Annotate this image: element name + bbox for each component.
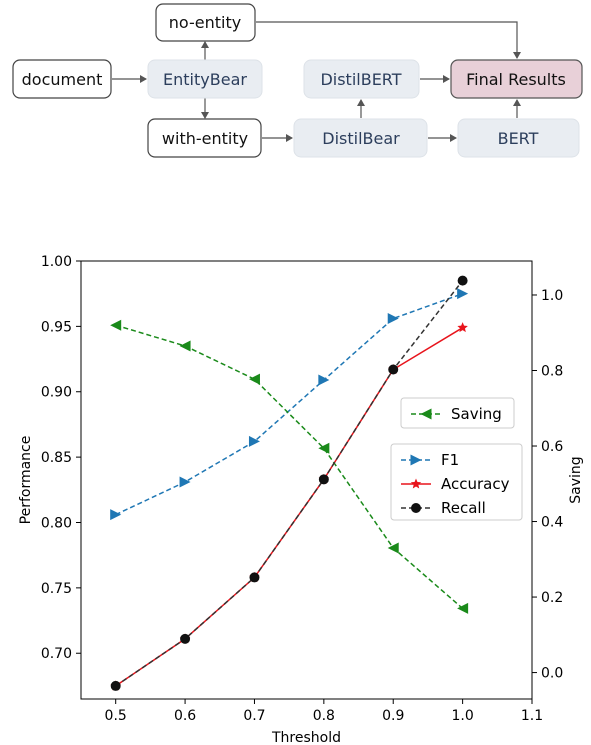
node-distilbear-label: DistilBear — [322, 129, 400, 148]
point-f1 — [457, 288, 469, 300]
point-recall — [318, 474, 329, 485]
x-tick-label: 0.7 — [243, 708, 265, 724]
node-final-results: Final Results — [450, 59, 583, 99]
y-tick-label: 0.70 — [41, 646, 72, 662]
legend-label-recall: Recall — [441, 499, 486, 517]
x-tick-label: 0.9 — [382, 708, 404, 724]
node-bert: BERT — [457, 118, 580, 158]
point-recall — [249, 572, 260, 583]
y-tick-label: 1.00 — [41, 254, 72, 270]
point-f1 — [248, 435, 260, 447]
node-entitybear: EntityBear — [147, 59, 263, 99]
y2-tick-label: 0.4 — [541, 515, 563, 531]
series-line-saving — [115, 324, 464, 609]
node-entitybear-label: EntityBear — [163, 70, 247, 89]
point-accuracy — [457, 322, 468, 333]
x-axis-label: Threshold — [271, 730, 341, 745]
point-saving — [179, 340, 191, 352]
node-document: document — [12, 59, 112, 99]
y-axis-label: Performance — [18, 436, 34, 525]
node-no-entity: no-entity — [155, 3, 256, 42]
y-tick-label: 0.90 — [41, 385, 72, 401]
point-saving — [387, 542, 399, 554]
y-tick-label: 0.95 — [41, 319, 72, 335]
y-tick-label: 0.85 — [41, 450, 72, 466]
legend-label-saving: Saving — [451, 405, 502, 423]
legend-marker-saving — [420, 408, 432, 420]
plot-frame — [80, 260, 533, 700]
node-distilbear: DistilBear — [293, 118, 428, 158]
node-bert-label: BERT — [498, 129, 539, 148]
y2-axis-label: Saving — [568, 456, 584, 503]
node-final-results-label: Final Results — [466, 70, 566, 89]
point-recall — [110, 680, 121, 691]
legend-left-axis — [390, 443, 523, 521]
legend-marker-recall — [411, 503, 421, 513]
legend-label-f1: F1 — [441, 451, 459, 469]
diagram-arrows — [112, 21, 521, 142]
node-distilbert-label: DistilBERT — [320, 70, 401, 89]
point-saving — [248, 373, 260, 385]
point-f1 — [110, 509, 122, 521]
point-recall — [180, 633, 191, 644]
x-tick-label: 1.0 — [451, 708, 473, 724]
x-tick-label: 0.8 — [313, 708, 335, 724]
threshold-chart: 0.5 0.6 0.7 0.8 0.9 1.0 1.1 0.70 0.75 0.80 0.85 0.9… — [18, 254, 584, 745]
y-tick-label: 0.75 — [41, 581, 72, 597]
y2-tick-label: 0.2 — [541, 590, 563, 606]
y2-tick-label: 0.8 — [541, 364, 563, 380]
y2-tick-label: 0.0 — [541, 666, 563, 682]
point-recall — [388, 364, 399, 375]
point-f1 — [179, 476, 191, 488]
x-tick-label: 1.1 — [521, 708, 543, 724]
node-with-entity-label: with-entity — [162, 129, 248, 148]
point-f1 — [318, 374, 330, 386]
point-saving — [110, 319, 122, 331]
node-distilbert: DistilBERT — [303, 59, 420, 99]
point-saving — [318, 442, 330, 454]
y2-tick-label: 0.6 — [541, 439, 563, 455]
point-f1 — [387, 313, 399, 325]
legend-marker-accuracy — [410, 478, 422, 489]
arrow-noentity-final — [256, 21, 521, 59]
x-tick-label: 0.5 — [105, 708, 127, 724]
node-no-entity-label: no-entity — [169, 13, 241, 32]
legend-right-axis — [400, 397, 515, 429]
series-line-f1 — [115, 292, 463, 516]
legend-label-accuracy: Accuracy — [441, 475, 510, 493]
y2-tick-label: 1.0 — [541, 288, 563, 304]
pipeline-diagram: document EntityBear no-entity with-entit… — [12, 3, 583, 158]
node-with-entity: with-entity — [147, 118, 262, 158]
y-tick-label: 0.80 — [41, 515, 72, 531]
x-tick-label: 0.6 — [174, 708, 196, 724]
node-document-label: document — [22, 70, 103, 89]
point-recall — [457, 275, 468, 286]
series-line-recall — [115, 280, 464, 687]
legend-marker-f1 — [410, 454, 422, 466]
point-saving — [457, 602, 469, 614]
